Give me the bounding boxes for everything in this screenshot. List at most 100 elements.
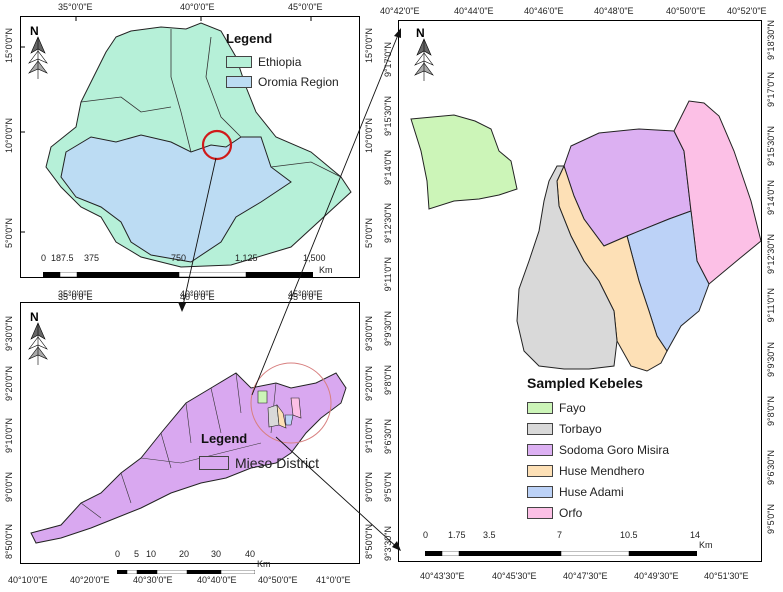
huse-adami-kebele-shape [284,414,294,426]
legend-title: Sampled Kebeles [527,375,643,391]
coord-label: 9°17'0"N [383,42,393,78]
coord-label: 40°0'0"E [180,2,215,12]
north-arrow-icon: N [411,25,437,85]
scale-label: 187.5 [51,253,74,263]
legend-item-orfo: Orfo [527,506,582,520]
coord-label: 9°14'0"N [383,150,393,186]
fayo-swatch [527,402,553,414]
coord-label: 40°47'30"E [563,571,608,581]
coord-label: 5°0'0"N [364,218,374,249]
coord-label: 9°0'0"N [4,472,14,503]
coord-label: 40°51'30"E [704,571,749,581]
region-boundary [205,36,242,138]
ethiopia-swatch [226,56,252,68]
coord-label: 10°0'0"N [4,118,14,154]
fayo-kebele-shape [257,390,268,404]
coord-label: 15°0'0"N [364,28,374,64]
coord-label: 45°0'0"E [288,2,323,12]
legend-item-huse-adami: Huse Adami [527,485,624,499]
legend-item-sodoma-goro-misira: Sodoma Goro Misira [527,443,669,457]
scale-label: 0 [115,549,121,559]
legend-label: Ethiopia [258,55,302,69]
coord-label: 10°0'0"N [364,118,374,154]
coord-label: 9°3'30"N [383,526,393,562]
huse-mendhero-kebele-shape [276,403,287,429]
legend-item-fayo: Fayo [527,401,586,415]
legend-item-ethiopia: Ethiopia [226,55,301,69]
mieso-swatch [199,456,229,470]
coord-label: 9°10'0"N [364,418,374,454]
coord-label: 40°46'0"E [524,6,564,16]
coord-label: 41°0'0"E [316,575,351,585]
legend-label: Huse Adami [559,485,624,499]
coord-label: 40°20'0"E [70,575,110,585]
ethiopia-map-graphic [21,17,352,268]
coord-label: 9°9'30"N [766,342,776,378]
coord-label: 9°18'30"N [766,20,776,61]
legend-item-torbayo: Torbayo [527,422,602,436]
scale-label: 30 [211,549,222,559]
legend-title: Legend [201,431,248,446]
ethiopia-overview-map: N Legend Ethiopia Oromia Region 0 187.5 … [20,16,360,278]
scale-label: 7 [557,530,563,540]
scale-label: 3.5 [483,530,496,540]
scale-label: 1.75 [448,530,466,540]
scale-label: 10.5 [620,530,638,540]
coord-label: 9°5'0"N [766,504,776,535]
coord-label: 9°12'30"N [766,234,776,275]
coord-label: 40°40'0"E [197,575,237,585]
coord-label: 8°50'0"N [364,524,374,560]
coord-label: 40°52'0"E [727,6,767,16]
scale-bar [425,543,697,557]
orfo-kebele-shape [290,397,302,419]
coord-label: 40°45'30"E [492,571,537,581]
legend-item-huse-mendhero: Huse Mendhero [527,464,644,478]
sampled-kebeles-map: N Sampled Kebeles Fayo Torbayo Sodoma Go… [398,20,762,562]
torbayo-swatch [527,423,553,435]
scale-label: 1,500 [303,253,326,263]
region-boundary [170,29,192,153]
torbayo-kebele-shape [516,165,618,370]
coord-label: 9°8'0"N [766,396,776,427]
coord-label: 9°12'30"N [383,203,393,244]
coord-label: 40°50'0"E [666,6,706,16]
svg-text:N: N [416,26,425,40]
legend-item-oromia: Oromia Region [226,75,339,89]
coord-label: 9°10'0"N [4,418,14,454]
coord-label: 8°50'0"N [4,524,14,560]
mieso-map-graphic [30,362,347,544]
coord-label: 40°42'0"E [380,6,420,16]
coord-label: 9°11'0"N [383,257,393,292]
scale-unit: Km [257,559,271,569]
scale-unit: Km [319,265,333,275]
scale-label: 0 [41,253,47,263]
legend-label: Sodoma Goro Misira [559,443,670,457]
coord-label: 40°49'30"E [634,571,679,581]
coord-label: 40°10'0"E [8,575,48,585]
scale-label: 40 [245,549,256,559]
kebeles-map-graphic [410,100,761,372]
scale-label: 5 [134,549,140,559]
mieso-district-map: N Legend Mieso District 0 5 10 20 30 40 … [20,302,360,575]
legend-label: Fayo [559,401,586,415]
legend-label: Oromia Region [258,75,339,89]
scale-label: 375 [84,253,100,263]
fayo-kebele-shape [410,114,518,210]
scale-label: 20 [179,549,190,559]
coord-label: 9°20'0"N [364,366,374,402]
coord-label: 35°0'0"E [58,2,93,12]
region-boundary [80,96,172,113]
scale-label: 10 [146,549,157,559]
scale-bar [43,265,313,278]
svg-text:N: N [30,24,39,38]
legend-label: Torbayo [559,422,602,436]
coord-label: 9°8'0"N [383,365,393,396]
coord-label: 9°9'30"N [383,311,393,347]
coord-label: 40°44'0"E [454,6,494,16]
north-arrow-icon: N [25,23,51,83]
coord-label: 40°0'0"E [180,292,215,302]
coord-label: 45°0'0"E [288,292,323,302]
coord-label: 9°17'0"N [766,72,776,108]
scale-label: 1,125 [235,253,258,263]
north-arrow-icon: N [25,309,51,369]
